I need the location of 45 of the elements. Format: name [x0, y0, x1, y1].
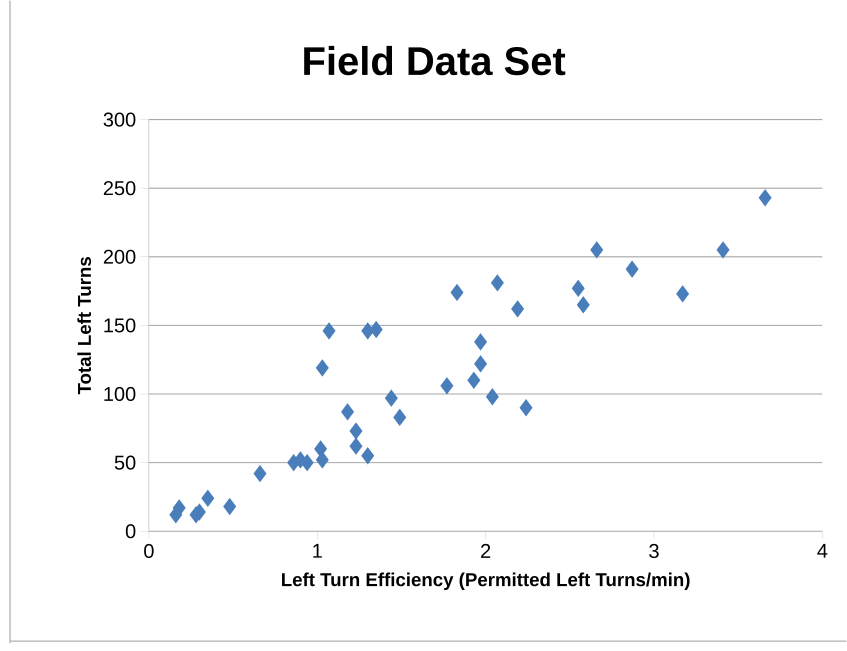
point: [254, 465, 266, 482]
y-tick-label: 250: [104, 181, 136, 196]
y-tick-label: 150: [104, 318, 136, 332]
x-tick-label: 4: [817, 544, 828, 558]
y-tick-label: 0: [126, 524, 136, 538]
y-tick-label: 200: [104, 250, 136, 264]
point: [201, 490, 214, 507]
x-tick-label: 0: [144, 544, 154, 558]
point: [590, 241, 604, 258]
x-tick-label: 1: [313, 544, 322, 558]
point: [576, 296, 590, 314]
point: [486, 388, 499, 406]
x-tick-label: 3: [649, 544, 659, 558]
point: [370, 320, 383, 338]
point: [572, 280, 585, 297]
point: [440, 377, 454, 394]
point: [676, 285, 690, 302]
y-tick-label: 50: [114, 455, 136, 470]
point: [350, 422, 362, 440]
point: [316, 359, 329, 376]
point: [520, 399, 532, 416]
chart-title: Field Data Set: [304, 46, 566, 76]
point: [490, 274, 504, 292]
point: [384, 390, 398, 407]
y-tick-label: 100: [104, 386, 136, 402]
point: [758, 189, 772, 206]
point: [511, 300, 524, 318]
point: [350, 438, 362, 455]
point: [626, 260, 639, 278]
point: [393, 408, 406, 426]
point: [467, 372, 480, 389]
point: [223, 498, 236, 515]
point: [316, 451, 329, 468]
point: [474, 355, 488, 372]
point: [322, 322, 336, 340]
point: [450, 284, 464, 301]
point: [300, 454, 314, 472]
x-axis-title: Left Turn Efficiency (Permitted Left Turns/min): [282, 572, 690, 590]
y-tick-label: 300: [104, 112, 136, 127]
point: [361, 447, 374, 464]
point: [716, 241, 730, 258]
point: [341, 403, 354, 420]
point: [474, 333, 488, 350]
x-tick-label: 2: [481, 544, 490, 558]
y-axis-title: Total Left Turns: [77, 256, 92, 394]
